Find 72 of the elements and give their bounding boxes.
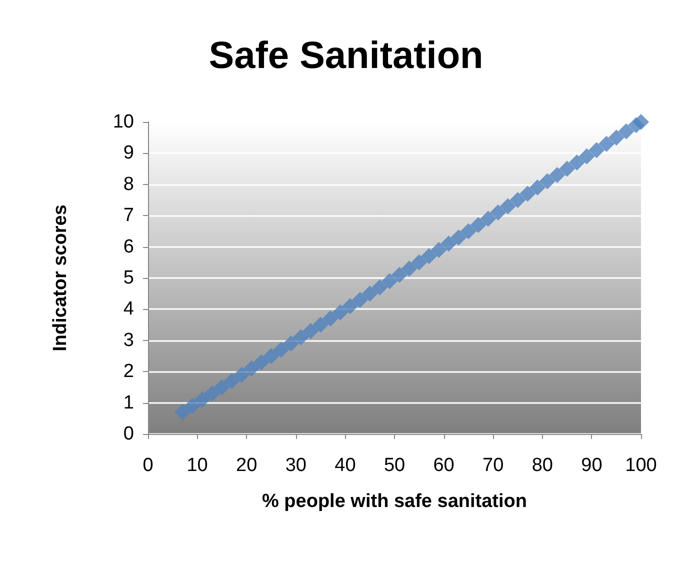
point (578, 148, 595, 164)
point (480, 210, 496, 227)
y-tick-label: 10 (112, 112, 134, 132)
y-tick-label: 8 (123, 174, 134, 195)
point (510, 192, 526, 208)
point (292, 329, 309, 346)
y-tick-label: 6 (123, 236, 134, 258)
point (470, 216, 486, 233)
point (244, 360, 260, 376)
y-tick-label: 5 (123, 268, 134, 288)
point (194, 392, 210, 408)
x-axis-title: % people with safe sanitation (262, 491, 527, 512)
point (372, 279, 388, 296)
y-tick-label: 0 (123, 424, 134, 444)
point (263, 348, 280, 364)
point (401, 260, 418, 277)
x-tick-label: 10 (186, 455, 208, 476)
x-tick-label: 70 (482, 455, 504, 476)
x-tick-label: 100 (625, 455, 657, 476)
x-tick-label: 30 (285, 455, 306, 476)
y-tick-label: 7 (123, 205, 134, 226)
point (302, 323, 319, 340)
x-tick-label: 20 (236, 455, 258, 476)
point (500, 198, 516, 214)
x-tick-label: 80 (532, 455, 553, 476)
x-tick-label: 90 (581, 455, 602, 476)
point (174, 404, 191, 420)
point (430, 242, 447, 258)
y-tick-label: 3 (123, 330, 134, 351)
point (559, 160, 576, 177)
point (234, 366, 250, 383)
x-tick-label: 50 (384, 455, 406, 476)
point (282, 336, 299, 352)
x-tick-label: 40 (334, 455, 356, 476)
y-tick-label: 2 (123, 361, 134, 382)
point (312, 316, 329, 333)
y-tick-label: 1 (123, 392, 134, 414)
y-tick-label: 9 (123, 142, 134, 164)
x-tick-label: 60 (433, 455, 454, 476)
point (224, 372, 240, 389)
point (184, 398, 200, 414)
x-tick-label: 0 (142, 455, 154, 476)
y-tick-label: 4 (123, 298, 134, 320)
point (568, 154, 585, 171)
point (382, 273, 398, 290)
point (362, 286, 378, 302)
point (440, 236, 457, 252)
point (529, 180, 546, 196)
point (342, 298, 358, 314)
point (633, 114, 649, 130)
point (490, 204, 506, 220)
point (411, 254, 428, 270)
y-axis-title: Indicator scores (50, 204, 71, 352)
point (332, 304, 348, 320)
point (322, 310, 338, 327)
point (352, 292, 368, 308)
point (204, 385, 220, 402)
point (598, 136, 614, 152)
point (618, 123, 634, 140)
point (539, 173, 556, 190)
point (588, 142, 605, 158)
point (273, 342, 290, 358)
point (608, 130, 624, 146)
point (520, 186, 536, 202)
point (421, 248, 438, 264)
point (460, 223, 476, 240)
point (214, 379, 230, 396)
point (253, 354, 270, 370)
point (450, 229, 467, 246)
point (549, 167, 566, 184)
point (391, 266, 408, 283)
chart-title: Safe Sanitation (208, 35, 484, 77)
